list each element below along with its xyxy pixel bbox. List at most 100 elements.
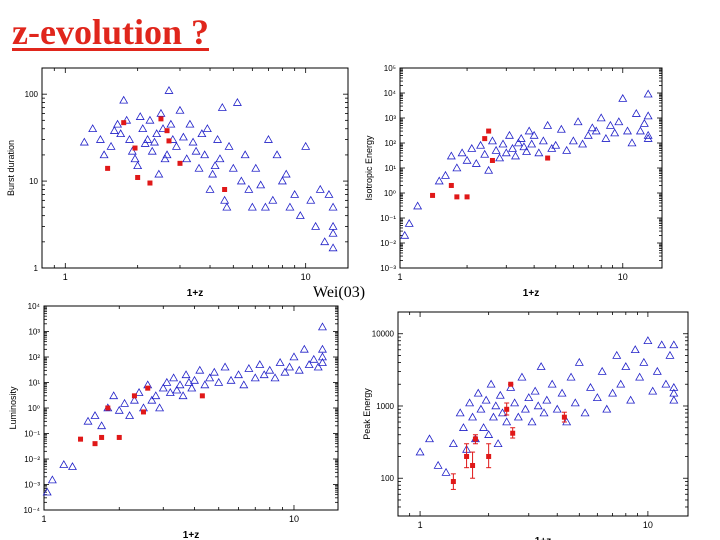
data-point-triangle — [155, 403, 165, 412]
data-point-triangle — [190, 375, 199, 384]
data-point-triangle — [643, 130, 653, 139]
data-point-triangle — [520, 404, 530, 413]
data-point-triangle — [109, 391, 119, 400]
y-axis-label: Peak Energy — [362, 388, 372, 440]
data-point-triangle — [455, 408, 465, 417]
data-point-triangle — [635, 372, 645, 381]
data-point-dot — [482, 136, 488, 142]
data-point-triangle — [228, 163, 238, 172]
data-point-triangle — [524, 126, 534, 135]
data-point-triangle — [240, 150, 250, 159]
data-point-triangle — [621, 362, 631, 370]
data-point-triangle — [164, 85, 174, 94]
data-point-triangle — [79, 137, 89, 146]
data-point-dot — [454, 194, 460, 200]
data-point-triangle — [133, 161, 143, 170]
data-point-triangle — [135, 112, 145, 120]
data-point-triangle — [122, 115, 132, 124]
data-point-triangle — [536, 362, 546, 370]
data-point-triangle — [539, 408, 549, 417]
data-point-triangle — [277, 176, 287, 185]
data-point-triangle — [522, 147, 532, 155]
data-point-triangle — [524, 393, 534, 402]
data-point-triangle — [627, 138, 637, 147]
data-point-triangle — [623, 126, 632, 135]
data-point-triangle — [542, 395, 552, 404]
data-point-dot — [464, 453, 470, 459]
data-point-triangle — [151, 391, 161, 400]
data-point-triangle — [328, 228, 338, 237]
x-axis-label: 1+z — [187, 288, 203, 299]
data-point-triangle — [140, 138, 150, 147]
data-point-triangle — [181, 370, 191, 379]
data-point-triangle — [127, 146, 137, 155]
data-point-triangle — [205, 184, 215, 193]
data-point-triangle — [605, 120, 615, 129]
data-point-triangle — [562, 145, 572, 154]
data-point-triangle — [665, 350, 675, 359]
data-point-triangle — [543, 120, 553, 129]
data-point-triangle — [533, 401, 543, 410]
plot-frame — [397, 311, 689, 517]
data-point-triangle — [652, 366, 662, 375]
data-point-triangle — [328, 202, 338, 211]
data-point-triangle — [175, 105, 185, 114]
data-point-dot — [486, 128, 492, 134]
data-point-triangle — [626, 395, 636, 404]
data-point-triangle — [519, 142, 529, 151]
data-point-triangle — [59, 460, 69, 468]
data-point-triangle — [113, 119, 123, 128]
x-tick-label: 1 — [63, 272, 68, 282]
data-point-triangle — [476, 404, 486, 413]
data-point-triangle — [552, 404, 562, 413]
data-point-triangle — [294, 365, 304, 374]
data-point-triangle — [487, 136, 497, 145]
data-point-triangle — [516, 133, 526, 142]
data-point-triangle — [497, 408, 507, 417]
data-point-triangle — [125, 135, 135, 143]
data-point-triangle — [317, 322, 327, 331]
data-point-dot — [131, 393, 137, 399]
data-point-dot — [164, 128, 170, 134]
data-point-triangle — [441, 467, 451, 476]
data-point-triangle — [182, 154, 192, 163]
data-point-dot — [177, 160, 183, 166]
data-point-dot — [430, 192, 436, 198]
data-point-triangle — [289, 352, 299, 361]
y-tick-label: 10¹ — [28, 379, 40, 388]
data-point-triangle — [311, 221, 321, 230]
data-point-triangle — [304, 360, 314, 368]
data-point-triangle — [471, 158, 481, 167]
data-point-triangle — [433, 460, 443, 469]
data-point-triangle — [47, 475, 57, 484]
data-point-triangle — [210, 161, 220, 170]
data-point-triangle — [162, 150, 172, 159]
data-point-triangle — [178, 391, 188, 400]
x-tick-label: 1 — [397, 272, 402, 282]
data-point-dot — [99, 434, 105, 440]
data-point-triangle — [270, 373, 280, 382]
data-point-triangle — [272, 150, 282, 159]
data-point-triangle — [90, 411, 100, 419]
data-point-triangle — [643, 133, 653, 142]
data-point-triangle — [502, 417, 512, 426]
y-tick-label: 10⁻⁴ — [23, 506, 40, 515]
data-point-triangle — [281, 169, 291, 178]
y-tick-label: 10¹ — [384, 164, 396, 173]
data-point-triangle — [495, 390, 505, 399]
data-point-triangle — [134, 388, 144, 396]
data-point-triangle — [498, 139, 508, 148]
data-point-triangle — [480, 149, 490, 158]
data-point-triangle — [83, 416, 93, 425]
data-point-triangle — [175, 380, 185, 389]
data-point-triangle — [260, 202, 270, 211]
data-point-triangle — [285, 362, 295, 371]
data-point-dot — [199, 393, 205, 399]
data-point-triangle — [226, 375, 236, 384]
data-point-triangle — [508, 143, 518, 152]
data-point-triangle — [147, 395, 157, 404]
data-point-triangle — [400, 230, 410, 239]
data-point-triangle — [169, 373, 179, 382]
data-point-triangle — [147, 146, 157, 155]
data-point-triangle — [200, 380, 210, 389]
